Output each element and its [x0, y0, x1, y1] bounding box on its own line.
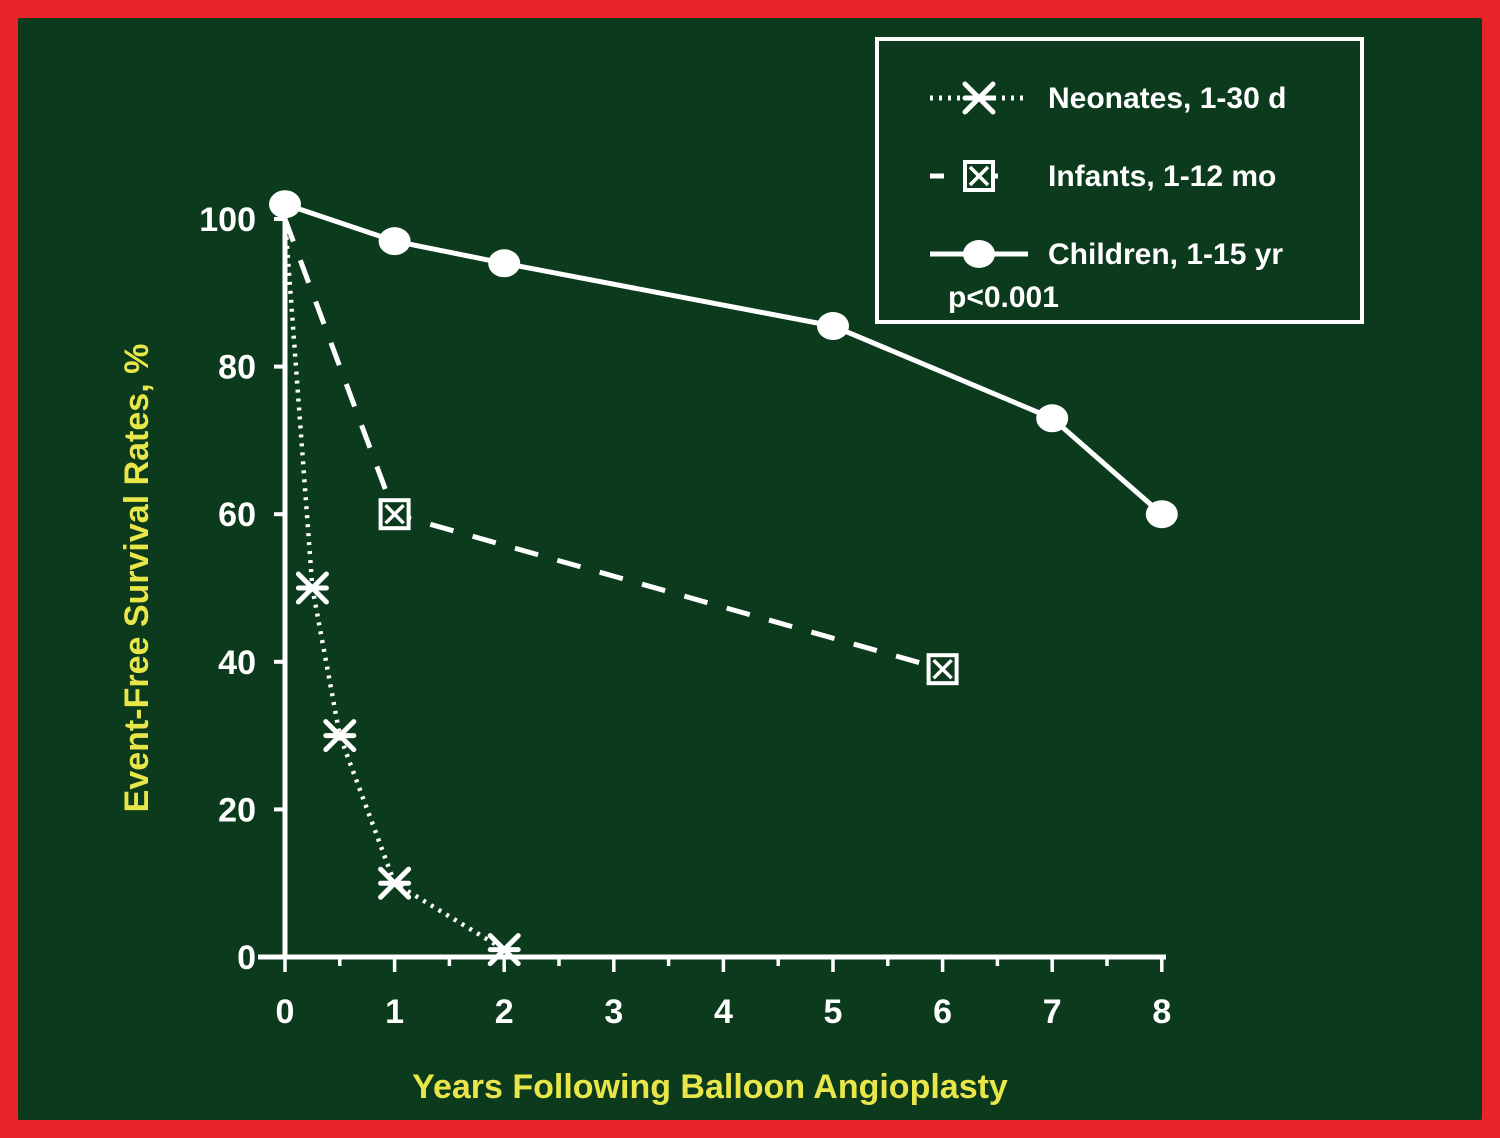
data-point: [295, 571, 329, 605]
x-tick-label: 7: [1043, 993, 1062, 1031]
x-tick-label: 0: [276, 993, 295, 1031]
legend-label: Neonates, 1-30 d: [1048, 82, 1286, 115]
data-point: [378, 866, 412, 900]
data-point: [378, 498, 411, 531]
legend-item: Infants, 1-12 mo: [930, 160, 1276, 193]
data-point: [817, 312, 849, 341]
line-chart: 0 20 40 60 80 100 0 1 2 3 4 5 6 7 8 Event-Free Surviv…: [118, 37, 1364, 1106]
y-tick-label: 20: [218, 791, 256, 829]
legend-item: Children, 1-15 yr: [930, 238, 1283, 271]
y-tick-label: 100: [199, 201, 256, 239]
y-tick-label: 40: [218, 644, 256, 682]
x-tick-label: 6: [933, 993, 952, 1031]
series-2: [282, 218, 959, 686]
x-ticks: 0 1 2 3 4 5 6 7 8: [276, 957, 1171, 1031]
x-tick-label: 1: [385, 993, 404, 1031]
legend-item: Neonates, 1-30 d: [930, 81, 1286, 115]
x-axis-title: Years Following Balloon Angioplasty: [412, 1068, 1008, 1106]
legend: Neonates, 1-30 d Infants, 1-12 mo Children…: [875, 37, 1364, 324]
legend-items: Neonates, 1-30 d Infants, 1-12 mo Children…: [930, 81, 1286, 271]
data-point: [378, 227, 411, 256]
data-point: [269, 190, 301, 219]
x-tick-label: 8: [1152, 993, 1171, 1031]
x-tick-label: 4: [714, 993, 733, 1031]
data-point: [1145, 500, 1178, 529]
series-1: [282, 218, 521, 967]
legend-marker: [962, 81, 996, 115]
y-axis-title: Event-Free Survival Rates, %: [118, 344, 156, 813]
x-tick-label: 2: [495, 993, 514, 1031]
p-value-annotation: p<0.001: [948, 281, 1059, 314]
data-point: [487, 933, 521, 967]
legend-marker: [963, 160, 995, 192]
chart-slide: 0 20 40 60 80 100 0 1 2 3 4 5 6 7 8 Event-Free Surviv…: [18, 18, 1482, 1120]
x-tick-label: 5: [824, 993, 843, 1031]
series-layer: [269, 190, 1178, 967]
data-point: [926, 653, 959, 686]
series-line: [282, 218, 506, 952]
x-tick-label: 3: [604, 993, 623, 1031]
data-point: [488, 249, 521, 278]
y-tick-label: 0: [237, 939, 256, 977]
series-line: [284, 201, 1164, 517]
legend-marker: [963, 240, 995, 268]
y-tick-label: 80: [218, 349, 256, 387]
series-3: [269, 190, 1178, 529]
legend-label: Children, 1-15 yr: [1048, 238, 1283, 271]
legend-box: [875, 37, 1364, 324]
axes: [258, 208, 1166, 960]
y-ticks: 0 20 40 60 80 100: [199, 201, 287, 977]
y-tick-label: 60: [218, 496, 256, 534]
data-point: [1036, 404, 1069, 433]
data-point: [323, 719, 357, 753]
legend-label: Infants, 1-12 mo: [1048, 160, 1276, 193]
